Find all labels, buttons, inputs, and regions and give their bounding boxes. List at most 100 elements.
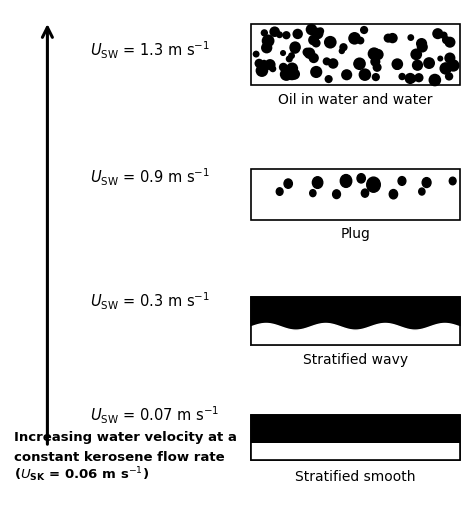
Point xyxy=(414,61,421,69)
Circle shape xyxy=(367,177,380,192)
Text: Increasing water velocity at a: Increasing water velocity at a xyxy=(14,431,237,444)
Point xyxy=(384,34,392,42)
Point xyxy=(407,33,415,42)
Point xyxy=(370,50,378,58)
Point xyxy=(292,43,299,51)
Circle shape xyxy=(340,175,352,187)
Point xyxy=(372,58,379,66)
Point xyxy=(306,49,313,58)
Bar xyxy=(251,443,460,460)
Circle shape xyxy=(333,190,340,198)
Point xyxy=(406,74,414,83)
Bar xyxy=(251,297,460,345)
Circle shape xyxy=(284,179,292,188)
Text: Stratified smooth: Stratified smooth xyxy=(295,470,416,484)
Point xyxy=(419,43,426,51)
Point xyxy=(283,31,290,40)
Circle shape xyxy=(357,174,365,183)
Text: $\mathit{U}_{\mathrm{SW}}$ = 0.07 m s$^{-1}$: $\mathit{U}_{\mathrm{SW}}$ = 0.07 m s$^{… xyxy=(90,405,219,426)
Point xyxy=(374,50,382,59)
Bar xyxy=(251,297,460,345)
Point xyxy=(323,57,330,66)
Bar xyxy=(251,415,460,460)
Point xyxy=(271,28,278,36)
Point xyxy=(418,39,425,48)
Point xyxy=(263,43,271,52)
Point xyxy=(389,34,396,42)
Point xyxy=(360,26,368,34)
Point xyxy=(312,39,320,47)
Point xyxy=(415,74,423,82)
Point xyxy=(276,31,283,39)
Polygon shape xyxy=(251,324,460,345)
Point xyxy=(327,38,334,47)
Point xyxy=(260,59,268,67)
Text: Plug: Plug xyxy=(340,227,371,241)
Text: $\mathit{U}_{\mathrm{SW}}$ = 0.3 m s$^{-1}$: $\mathit{U}_{\mathrm{SW}}$ = 0.3 m s$^{-… xyxy=(90,291,210,312)
Point xyxy=(288,70,296,78)
Point xyxy=(442,36,450,44)
Point xyxy=(356,60,364,68)
Bar xyxy=(251,169,460,220)
Point xyxy=(310,54,318,62)
Point xyxy=(374,63,381,71)
Point xyxy=(343,70,350,79)
Point xyxy=(252,50,260,58)
Point xyxy=(283,70,290,79)
Text: $\mathit{U}_{\mathrm{SW}}$ = 1.3 m s$^{-1}$: $\mathit{U}_{\mathrm{SW}}$ = 1.3 m s$^{-… xyxy=(90,40,210,61)
Point xyxy=(280,63,287,71)
Point xyxy=(425,59,433,67)
Point xyxy=(398,72,406,81)
Point xyxy=(446,38,454,47)
Point xyxy=(325,75,332,83)
Circle shape xyxy=(312,177,323,188)
Point xyxy=(264,37,272,45)
Point xyxy=(393,60,401,68)
Point xyxy=(279,49,287,57)
Point xyxy=(355,60,362,68)
Point xyxy=(393,61,401,70)
Point xyxy=(445,72,453,80)
Text: Stratified wavy: Stratified wavy xyxy=(303,353,408,367)
Point xyxy=(303,48,311,57)
Point xyxy=(446,54,454,62)
Point xyxy=(409,75,417,83)
Point xyxy=(338,47,346,55)
Point xyxy=(442,64,449,72)
Point xyxy=(312,68,320,76)
Text: $\mathit{U}_{\mathrm{SW}}$ = 0.9 m s$^{-1}$: $\mathit{U}_{\mathrm{SW}}$ = 0.9 m s$^{-… xyxy=(90,167,210,188)
Point xyxy=(308,25,315,34)
Point xyxy=(291,70,298,78)
Point xyxy=(412,50,420,59)
Point xyxy=(294,30,301,38)
Circle shape xyxy=(276,188,283,195)
Point xyxy=(266,60,274,69)
Point xyxy=(255,59,263,68)
Point xyxy=(288,51,295,60)
Text: ($\mathit{U}_{\mathbf{SK}}$ = 0.06 m s$^{-1}$): ($\mathit{U}_{\mathbf{SK}}$ = 0.06 m s$^… xyxy=(14,466,149,484)
Point xyxy=(372,49,379,58)
Point xyxy=(261,29,268,37)
Text: Oil in water and water: Oil in water and water xyxy=(278,93,433,106)
Point xyxy=(351,34,358,42)
Circle shape xyxy=(419,188,425,195)
Circle shape xyxy=(422,178,431,187)
Point xyxy=(437,54,444,63)
Point xyxy=(329,59,337,68)
Point xyxy=(288,64,296,72)
Circle shape xyxy=(361,189,369,197)
Bar xyxy=(251,415,460,460)
Point xyxy=(356,37,364,45)
Text: constant kerosene flow rate: constant kerosene flow rate xyxy=(14,451,225,464)
Point xyxy=(434,30,442,38)
Point xyxy=(431,76,438,84)
Point xyxy=(372,73,380,81)
Circle shape xyxy=(389,189,398,199)
Point xyxy=(449,61,457,70)
Circle shape xyxy=(398,177,406,185)
Bar xyxy=(251,24,460,85)
Circle shape xyxy=(310,190,316,197)
Point xyxy=(310,36,317,44)
Point xyxy=(317,27,324,35)
Point xyxy=(291,44,299,53)
